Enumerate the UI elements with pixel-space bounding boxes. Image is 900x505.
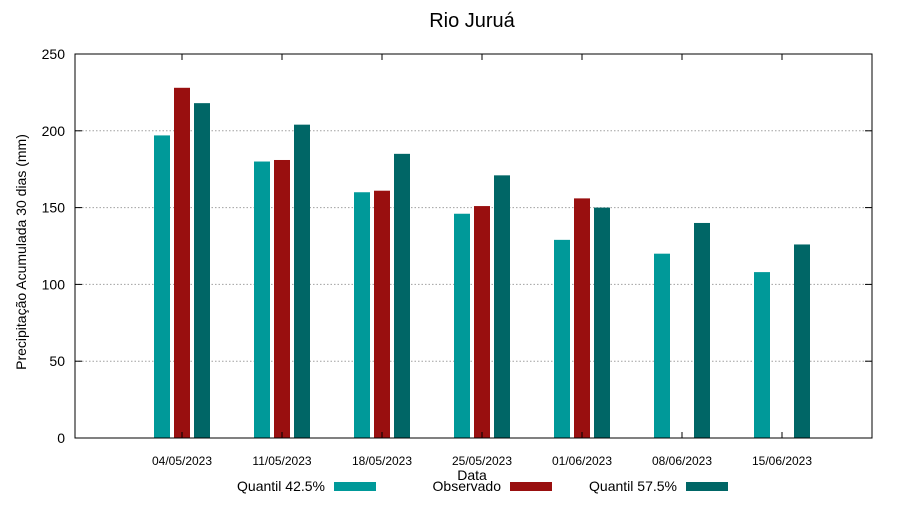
y-tick-label: 50 bbox=[49, 353, 65, 369]
y-tick-label: 250 bbox=[42, 46, 66, 62]
y-tick-label: 150 bbox=[42, 200, 66, 216]
x-tick-label: 25/05/2023 bbox=[452, 454, 512, 468]
bar bbox=[794, 244, 810, 438]
x-tick-label: 04/05/2023 bbox=[152, 454, 212, 468]
legend-swatch bbox=[334, 482, 376, 491]
bar bbox=[374, 190, 390, 438]
legend-swatch bbox=[686, 482, 728, 491]
bar bbox=[154, 135, 170, 438]
plot-frame bbox=[74, 53, 873, 439]
bar bbox=[754, 272, 770, 438]
bar bbox=[474, 206, 490, 438]
bar bbox=[274, 159, 290, 438]
bar bbox=[294, 124, 310, 438]
x-axis-label: Data bbox=[457, 467, 487, 483]
bars bbox=[154, 87, 810, 439]
y-tick-label: 0 bbox=[57, 430, 65, 446]
bar bbox=[494, 175, 510, 438]
x-tick-label: 15/06/2023 bbox=[752, 454, 812, 468]
bar bbox=[174, 87, 190, 439]
x-tick-label: 11/05/2023 bbox=[252, 454, 311, 468]
y-axis-label: Precipitação Acumulada 30 dias (mm) bbox=[13, 134, 29, 370]
bar bbox=[454, 213, 470, 438]
x-tick-label: 01/06/2023 bbox=[552, 454, 612, 468]
chart-title: Rio Juruá bbox=[429, 10, 515, 32]
legend-swatch bbox=[510, 482, 552, 491]
bar bbox=[654, 253, 670, 438]
legend: Quantil 42.5% Observado Quantil 57.5% bbox=[237, 478, 728, 494]
y-tick-label: 200 bbox=[42, 123, 66, 139]
bar bbox=[354, 192, 370, 438]
bar bbox=[554, 239, 570, 438]
legend-label: Quantil 42.5% bbox=[237, 478, 325, 494]
bar bbox=[574, 198, 590, 438]
bar bbox=[194, 103, 210, 438]
legend-label: Quantil 57.5% bbox=[589, 478, 677, 494]
bar bbox=[254, 161, 270, 438]
y-tick-label: 100 bbox=[42, 276, 66, 292]
legend-label: Observado bbox=[433, 478, 502, 494]
x-tick-label: 08/06/2023 bbox=[652, 454, 712, 468]
axis-ticks: 0 50 100 150 200 250 04/05/2023 11/05/2023 18/05… bbox=[42, 46, 872, 468]
x-tick-label: 18/05/2023 bbox=[352, 454, 412, 468]
bar bbox=[594, 207, 610, 438]
bar bbox=[394, 153, 410, 438]
bar bbox=[694, 222, 710, 438]
